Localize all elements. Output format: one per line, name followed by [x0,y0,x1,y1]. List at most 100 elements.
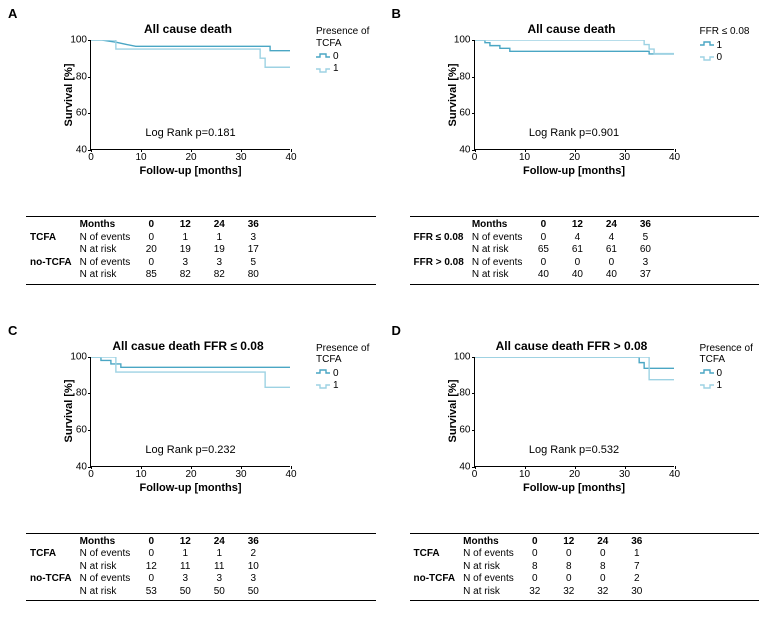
y-tick-label: 60 [449,108,471,119]
legend-item-0: 0 [316,368,382,379]
km-lines-b [475,40,674,149]
legend-label: 0 [333,368,339,379]
x-tick-label: 10 [135,152,146,163]
legend-item-0: 1 [700,40,766,51]
legend-item-0: 0 [316,51,382,62]
legend-swatch-icon [700,369,714,377]
x-tick-label: 10 [135,469,146,480]
x-tick-label: 30 [235,469,246,480]
legend-label: 0 [717,368,723,379]
plot-c: Survival [%] Follow-up [months] Log Rank… [90,357,290,467]
legend-item-1: 0 [700,52,766,63]
legend-item-1: 1 [316,380,382,391]
x-tick-label: 20 [185,152,196,163]
y-tick-label: 40 [65,461,87,472]
plot-a: Survival [%] Follow-up [months] Log Rank… [90,40,290,150]
y-tick-label: 80 [65,388,87,399]
legend-swatch-icon [316,53,330,61]
x-tick-label: 10 [519,469,530,480]
y-tick-label: 80 [65,71,87,82]
x-tick-label: 30 [235,152,246,163]
x-tick-label: 30 [619,469,630,480]
x-tick-label: 0 [88,469,94,480]
km-lines-a [91,40,290,149]
x-axis-label: Follow-up [months] [139,165,241,177]
legend-swatch-icon [316,369,330,377]
y-tick-label: 60 [65,424,87,435]
legend-label: 0 [717,52,723,63]
km-lines-d [475,357,674,466]
km-line-1 [91,357,290,387]
x-tick-label: 40 [285,469,296,480]
legend-item-1: 1 [700,380,766,391]
panel-label: A [8,6,17,21]
chart-b: All cause death Survival [%] Follow-up [… [442,22,702,180]
panel-b: B All cause death Survival [%] Follow-up… [384,0,767,317]
legend-label: 1 [333,63,339,74]
chart-title: All casue death FFR ≤ 0.08 [58,339,318,353]
legend-title: Presence of TCFA [316,26,382,49]
risk-table-b: Months0122436FFR ≤ 0.08N of events0445N … [410,216,760,285]
legend-swatch-icon [316,65,330,73]
y-tick-label: 80 [449,388,471,399]
legend-title: FFR ≤ 0.08 [700,26,766,38]
chart-d: All cause death FFR > 0.08 Survival [%] … [442,339,702,497]
chart-c: All casue death FFR ≤ 0.08 Survival [%] … [58,339,318,497]
y-tick-label: 40 [449,145,471,156]
legend-swatch-icon [700,53,714,61]
figure-grid: A All cause death Survival [%] Follow-up… [0,0,767,633]
legend-label: 1 [333,380,339,391]
plot-d: Survival [%] Follow-up [months] Log Rank… [474,357,674,467]
chart-title: All cause death FFR > 0.08 [442,339,702,353]
legend-a: Presence of TCFA 0 1 [316,26,382,75]
x-tick-label: 20 [185,469,196,480]
legend-title: Presence of TCFA [700,343,766,366]
x-tick-label: 40 [285,152,296,163]
x-axis-label: Follow-up [months] [523,482,625,494]
x-tick-label: 0 [88,152,94,163]
x-tick-label: 20 [569,469,580,480]
panel-d: D All cause death FFR > 0.08 Survival [%… [384,317,767,633]
legend-c: Presence of TCFA 0 1 [316,343,382,392]
x-tick-label: 30 [619,152,630,163]
x-tick-label: 20 [569,152,580,163]
km-line-1 [91,40,290,67]
legend-swatch-icon [700,41,714,49]
y-tick-label: 80 [449,71,471,82]
x-tick-label: 0 [472,152,478,163]
km-lines-c [91,357,290,466]
risk-table-c: Months0122436TCFAN of events0112N at ris… [26,533,376,602]
legend-label: 1 [717,40,723,51]
x-tick-label: 40 [669,469,680,480]
legend-swatch-icon [700,381,714,389]
y-tick-label: 60 [449,424,471,435]
x-axis-label: Follow-up [months] [139,482,241,494]
y-tick-label: 40 [449,461,471,472]
risk-table-d: Months0122436TCFAN of events0001N at ris… [410,533,760,602]
chart-title: All cause death [58,22,318,36]
risk-table-a: Months0122436TCFAN of events0113N at ris… [26,216,376,285]
chart-title: All cause death [442,22,702,36]
panel-label: D [392,323,401,338]
x-tick-label: 0 [472,469,478,480]
legend-title: Presence of TCFA [316,343,382,366]
km-line-0 [475,357,674,368]
km-line-0 [91,357,290,367]
x-tick-label: 10 [519,152,530,163]
y-tick-label: 100 [449,351,471,362]
panel-label: C [8,323,17,338]
x-tick-label: 40 [669,152,680,163]
panel-c: C All casue death FFR ≤ 0.08 Survival [%… [0,317,384,633]
y-tick-label: 40 [65,145,87,156]
legend-swatch-icon [316,381,330,389]
y-tick-label: 100 [65,351,87,362]
plot-b: Survival [%] Follow-up [months] Log Rank… [474,40,674,150]
panel-label: B [392,6,401,21]
y-tick-label: 60 [65,108,87,119]
legend-b: FFR ≤ 0.08 1 0 [700,26,766,64]
legend-item-0: 0 [700,368,766,379]
chart-a: All cause death Survival [%] Follow-up [… [58,22,318,180]
y-tick-label: 100 [65,35,87,46]
legend-label: 1 [717,380,723,391]
legend-label: 0 [333,51,339,62]
